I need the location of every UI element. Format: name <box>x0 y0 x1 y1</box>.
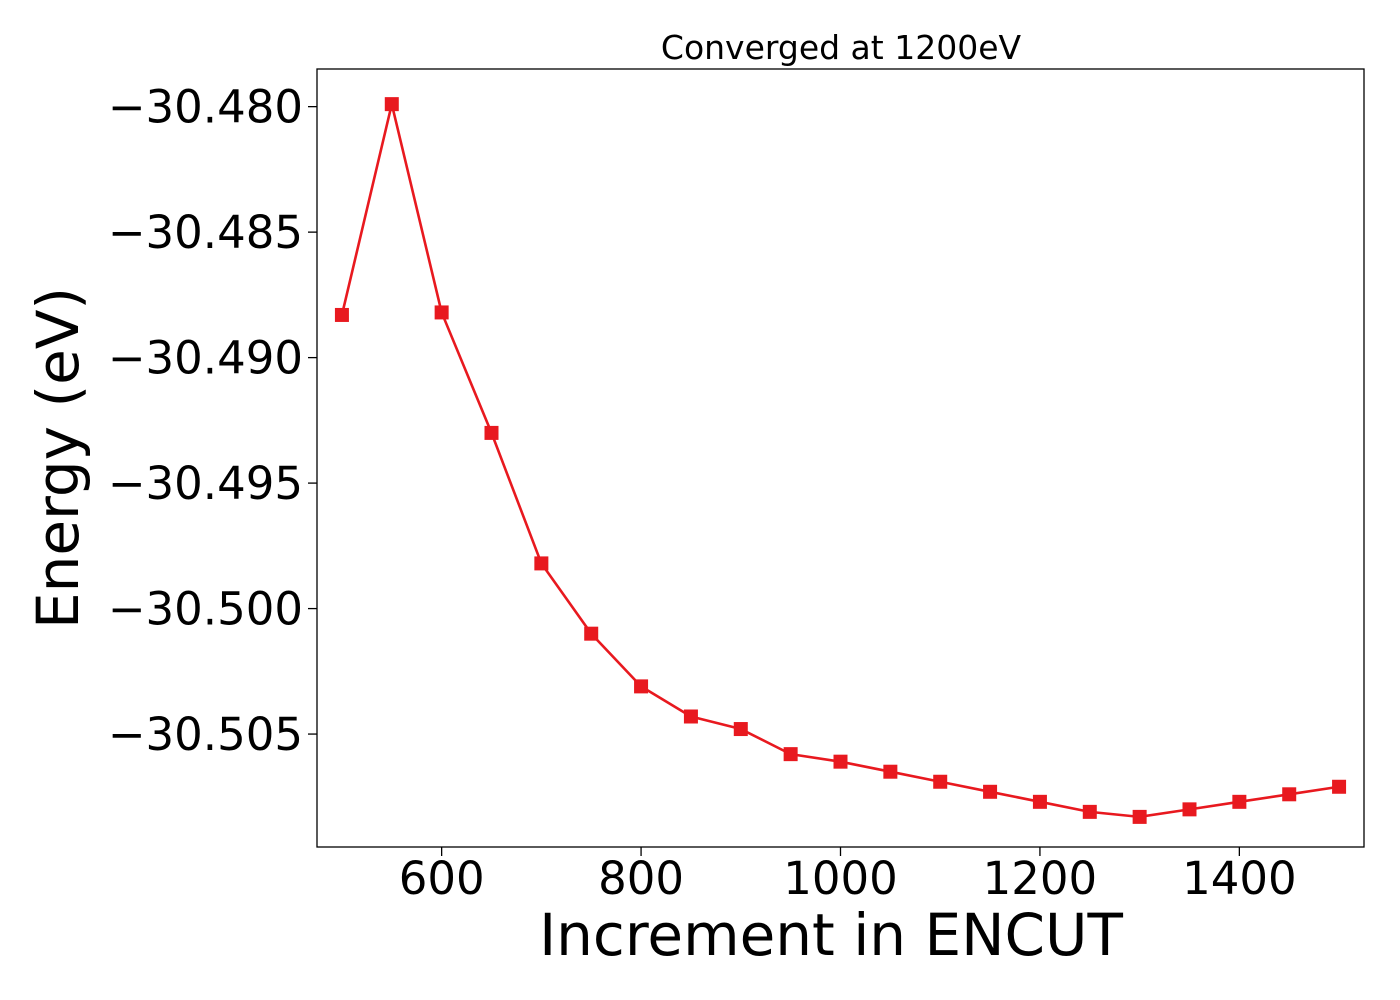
data-point-marker <box>584 626 599 641</box>
data-point-marker <box>1182 802 1197 817</box>
y-axis: −30.480 −30.485 −30.490 −30.495 −30.500 −30.5… <box>108 81 317 761</box>
x-tick-label: 1000 <box>783 852 898 905</box>
data-point-marker <box>384 97 399 112</box>
y-tick-label: −30.500 <box>108 583 303 636</box>
data-point-marker <box>434 305 449 320</box>
x-axis-label: Increment in ENCUT <box>539 901 1123 969</box>
x-tick-label: 800 <box>598 852 684 905</box>
data-point-marker <box>634 679 649 694</box>
data-point-marker <box>1232 794 1247 809</box>
data-point-marker <box>1282 787 1297 802</box>
data-point-marker <box>1082 804 1097 819</box>
data-point-marker <box>783 747 798 762</box>
data-point-marker <box>334 307 349 322</box>
data-point-marker <box>983 784 998 799</box>
data-point-marker <box>484 425 499 440</box>
data-point-marker <box>883 764 898 779</box>
data-point-marker <box>683 709 698 724</box>
data-point-marker <box>733 722 748 737</box>
y-tick-label: −30.480 <box>108 81 303 134</box>
data-point-marker <box>1332 779 1347 794</box>
x-tick-label: 1400 <box>1182 852 1297 905</box>
plot-area: 600 800 1000 1200 1400 −30.480 −30.485 −30.490… <box>108 68 1365 905</box>
data-point-marker <box>933 774 948 789</box>
y-tick-label: −30.495 <box>108 457 303 510</box>
data-point-marker <box>1132 809 1147 824</box>
y-tick-label: −30.490 <box>108 332 303 385</box>
data-point-marker <box>1032 794 1047 809</box>
series-layer <box>334 97 1347 824</box>
y-tick-label: −30.505 <box>108 708 303 761</box>
chart-title: Converged at 1200eV <box>661 28 1022 67</box>
x-axis: 600 800 1000 1200 1400 <box>399 847 1297 905</box>
x-tick-label: 1200 <box>983 852 1098 905</box>
data-point-marker <box>833 754 848 769</box>
y-axis-label: Energy (eV) <box>24 287 92 629</box>
data-point-marker <box>534 556 549 571</box>
y-tick-label: −30.485 <box>108 206 303 259</box>
x-tick-label: 600 <box>399 852 485 905</box>
